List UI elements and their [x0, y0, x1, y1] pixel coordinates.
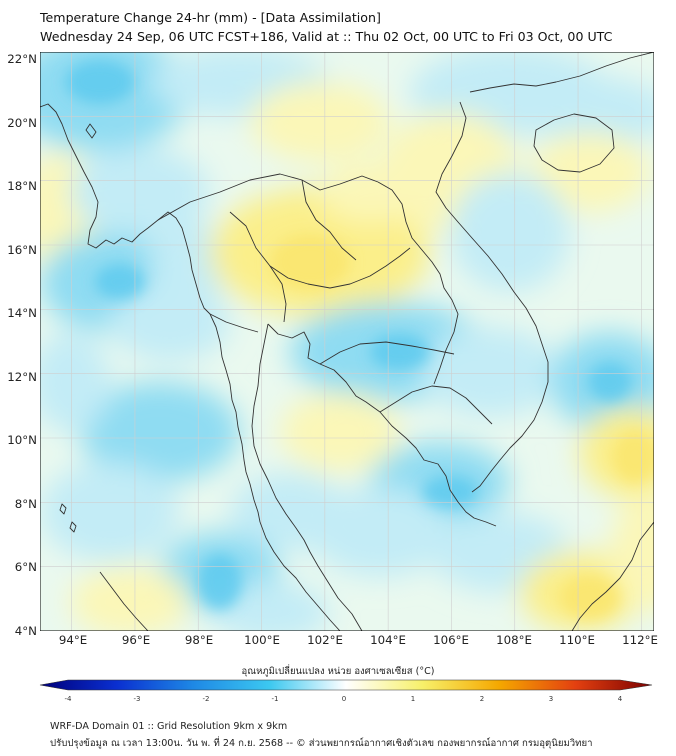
colorbar-tick-label: 4 [618, 695, 623, 703]
field-patch-cool-light [40, 462, 180, 562]
lat-label-16: 16°N [7, 243, 37, 257]
colorbar-tick-label: 1 [411, 695, 415, 703]
lat-label-12: 12°N [7, 370, 37, 384]
lon-label-104: 104°E [370, 633, 406, 647]
temperature-field-detail [65, 60, 654, 619]
lon-label-102: 102°E [307, 633, 343, 647]
field-patch-cool-mid [80, 382, 240, 482]
field-core-cool-strong [95, 264, 145, 300]
field-core-warm-strong [613, 431, 654, 483]
colorbar-tick-label: 0 [342, 695, 346, 703]
colorbar-tick-label: 2 [480, 695, 484, 703]
colorbar-tick-label: -4 [65, 695, 73, 703]
field-patch-cool-light [310, 487, 450, 577]
field-patch-cool-light [40, 332, 110, 432]
colorbar-gradient [39, 679, 653, 691]
footer-credit: ปรับปรุงข้อมูล ณ เวลา 13:00น. วัน พ. ที่… [50, 738, 593, 749]
graticule [40, 52, 654, 631]
colorbar-tick-label: -2 [203, 695, 210, 703]
field-core-warm-strong [270, 234, 350, 290]
lat-label-14: 14°N [7, 306, 37, 320]
lat-label-6: 6°N [14, 560, 37, 574]
temperature-change-map [40, 52, 654, 631]
temperature-field [40, 52, 654, 631]
field-core-cool-strong [422, 476, 478, 508]
field-patch-warm-light [250, 82, 390, 162]
lon-label-94: 94°E [58, 633, 88, 647]
map-title: Temperature Change 24-hr (mm) - [Data As… [40, 10, 381, 25]
lon-label-110: 110°E [559, 633, 595, 647]
field-core-cool-strong [588, 362, 632, 402]
field-patch-warm-light [320, 162, 420, 222]
colorbar-label: อุณหภูมิเปลี่ยนแปลง หน่วย องศาเซลเซียส (… [242, 664, 435, 677]
field-core-cool-strong [198, 554, 242, 610]
field-patch-warm-light [70, 567, 190, 631]
footer-model-info: WRF-DA Domain 01 :: Grid Resolution 9km … [50, 721, 288, 732]
lon-label-96: 96°E [121, 633, 151, 647]
colorbar-tick-label: -1 [272, 695, 279, 703]
field-patch-warm-light [530, 132, 650, 212]
field-core-cool-strong [370, 334, 430, 370]
colorbar-tick-label: -3 [134, 695, 141, 703]
lat-label-10: 10°N [7, 433, 37, 447]
lat-label-20: 20°N [7, 116, 37, 130]
field-patch-warm-light [280, 392, 400, 472]
lon-label-100: 100°E [244, 633, 280, 647]
lat-label-4: 4°N [14, 624, 37, 638]
colorbar-tick-label: 3 [549, 695, 553, 703]
field-patch-cool-light [70, 147, 210, 237]
field-core-warm-strong [560, 575, 620, 619]
field-patch-cool-light [450, 172, 570, 292]
lat-label-8: 8°N [14, 497, 37, 511]
lat-label-22: 22°N [7, 52, 37, 66]
field-patch-cool-light [210, 582, 330, 631]
field-patch-cool-light [420, 327, 560, 417]
colorbar: อุณหภูมิเปลี่ยนแปลง หน่วย องศาเซลเซียส (… [39, 664, 653, 703]
field-core-cool-strong [65, 60, 135, 104]
field-patch-warm-light [610, 492, 654, 612]
field-patch-cool-light [530, 77, 654, 147]
coastlines-and-borders [40, 52, 654, 631]
field-patch-cool-light [110, 282, 230, 362]
lat-label-18: 18°N [7, 179, 37, 193]
lon-label-106: 106°E [433, 633, 469, 647]
map-subtitle: Wednesday 24 Sep, 06 UTC FCST+186, Valid… [40, 29, 613, 44]
lon-label-112: 112°E [622, 633, 658, 647]
lon-label-98: 98°E [184, 633, 214, 647]
lon-label-108: 108°E [496, 633, 532, 647]
